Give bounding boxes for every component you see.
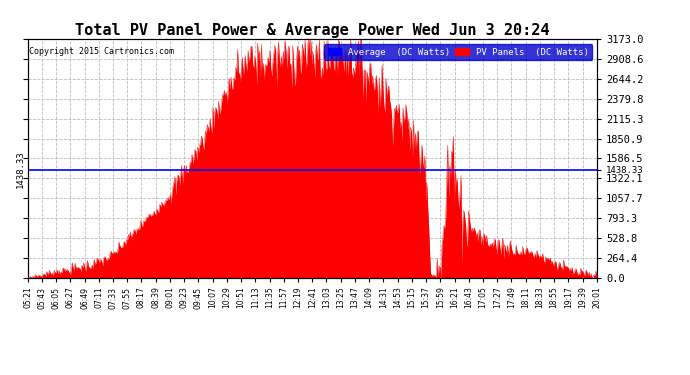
Title: Total PV Panel Power & Average Power Wed Jun 3 20:24: Total PV Panel Power & Average Power Wed…: [75, 23, 549, 38]
Legend: Average  (DC Watts), PV Panels  (DC Watts): Average (DC Watts), PV Panels (DC Watts): [324, 44, 592, 60]
Text: Copyright 2015 Cartronics.com: Copyright 2015 Cartronics.com: [29, 46, 174, 56]
Text: 1438.33: 1438.33: [16, 151, 25, 188]
